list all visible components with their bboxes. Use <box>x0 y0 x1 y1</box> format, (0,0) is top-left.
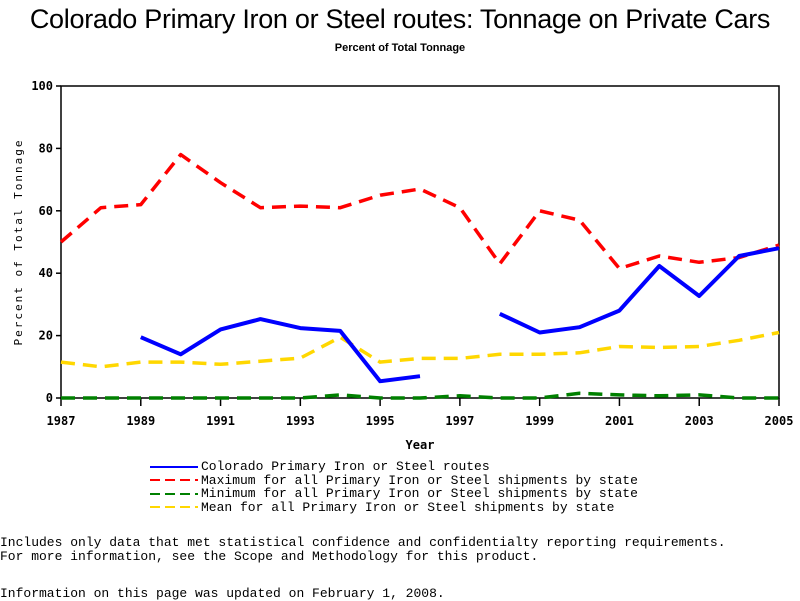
notes: Includes only data that met statistical … <box>0 536 726 564</box>
series-layer <box>61 155 779 399</box>
note-methodology: For more information, see the Scope and … <box>0 550 726 564</box>
legend-swatch <box>150 506 198 508</box>
legend-label: Mean for all Primary Iron or Steel shipm… <box>201 500 614 515</box>
y-tick-label: 100 <box>31 79 53 93</box>
legend-swatch <box>150 479 198 481</box>
x-tick-label: 2001 <box>605 414 634 428</box>
legend-swatch <box>150 493 198 495</box>
x-axis-title: Year <box>406 438 435 452</box>
series-line-0 <box>141 248 779 381</box>
series-line-1 <box>61 155 779 269</box>
legend-item: Colorado Primary Iron or Steel routes <box>150 460 638 474</box>
x-tick-label: 1999 <box>525 414 554 428</box>
line-chart: 0 20 40 60 80 100 1987 1989 1991 1993 1995 1997 1999… <box>0 0 800 460</box>
x-tick-label: 1997 <box>445 414 474 428</box>
update-note: Information on this page was updated on … <box>0 586 445 601</box>
x-tick-label: 1995 <box>366 414 395 428</box>
x-tick-label: 1993 <box>286 414 315 428</box>
legend-item: Maximum for all Primary Iron or Steel sh… <box>150 474 638 488</box>
y-tick-label: 40 <box>39 266 53 280</box>
x-tick-label: 1989 <box>126 414 155 428</box>
legend-item: Minimum for all Primary Iron or Steel sh… <box>150 487 638 501</box>
legend-swatch <box>150 466 198 468</box>
x-tick-label: 2005 <box>765 414 794 428</box>
x-tick-label: 2003 <box>685 414 714 428</box>
y-tick-label: 60 <box>39 204 53 218</box>
x-tick-label: 1987 <box>47 414 76 428</box>
note-confidence: Includes only data that met statistical … <box>0 536 726 550</box>
y-tick-label: 80 <box>39 141 53 155</box>
legend-item: Mean for all Primary Iron or Steel shipm… <box>150 501 638 515</box>
y-axis-title: Percent of Total Tonnage <box>12 139 25 346</box>
y-tick-label: 20 <box>39 329 53 343</box>
y-tick-label: 0 <box>46 391 53 405</box>
x-tick-label: 1991 <box>206 414 235 428</box>
